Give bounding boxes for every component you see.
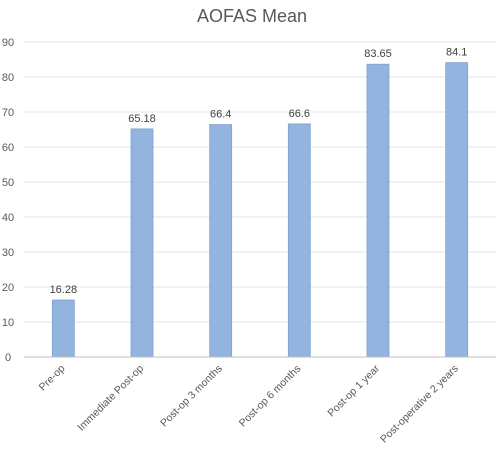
y-tick-label: 80	[2, 72, 14, 84]
data-label: 65.18	[128, 113, 156, 125]
y-axis-ticks: 0 10 20 30 40 50 60 70 80 90	[2, 37, 14, 364]
bar	[287, 123, 311, 358]
bar	[445, 62, 469, 358]
bar	[130, 128, 154, 358]
data-label: 66.6	[289, 108, 310, 120]
y-tick-label: 20	[2, 282, 14, 294]
x-category-label: Post-op 3 months	[158, 363, 225, 430]
x-category-label: Immediate Post-op	[75, 363, 146, 434]
y-tick-label: 90	[2, 37, 14, 49]
data-label: 16.28	[50, 284, 78, 296]
data-label: 83.65	[364, 48, 392, 60]
bars	[51, 62, 469, 358]
x-axis-categories: Pre-op Immediate Post-op Post-op 3 months P…	[37, 362, 461, 445]
y-tick-label: 40	[2, 212, 14, 224]
data-label: 66.4	[210, 109, 231, 121]
y-tick-label: 30	[2, 247, 14, 259]
data-labels: 16.28 65.18 66.4 66.6 83.65 84.1	[50, 47, 468, 296]
bar	[209, 124, 233, 358]
x-category-label: Post-operative 2 years	[378, 363, 461, 446]
chart-title: AOFAS Mean	[197, 6, 307, 26]
y-tick-label: 50	[2, 177, 14, 189]
bar	[51, 299, 75, 358]
y-tick-label: 0	[5, 352, 11, 364]
y-tick-label: 10	[2, 317, 14, 329]
x-category-label: Pre-op	[37, 363, 68, 394]
x-category-label: Post-op 6 months	[237, 363, 304, 430]
gridlines	[24, 41, 496, 323]
y-tick-label: 60	[2, 142, 14, 154]
data-label: 84.1	[446, 47, 467, 59]
y-tick-label: 70	[2, 107, 14, 119]
bar	[366, 63, 390, 358]
x-category-label: Post-op 1 year	[325, 362, 382, 419]
